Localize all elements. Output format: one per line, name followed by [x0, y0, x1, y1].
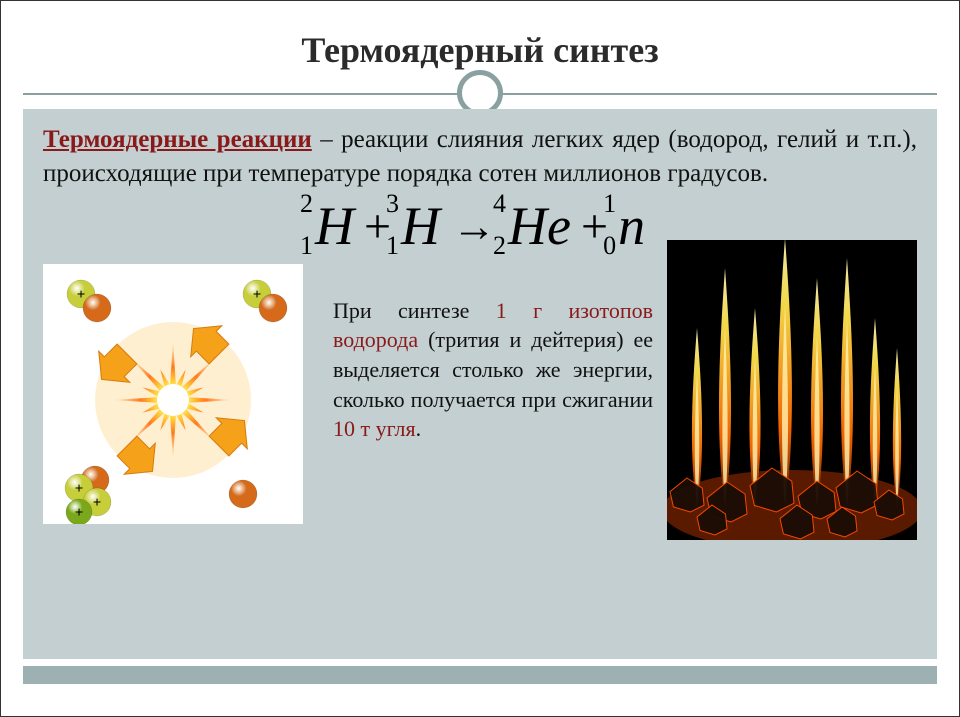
element-symbol: H: [315, 196, 354, 256]
title-divider: [23, 81, 937, 105]
mass-number: 2: [293, 189, 315, 219]
text-segment: .: [416, 416, 422, 441]
element-symbol: n: [618, 196, 645, 256]
atomic-number: 2: [486, 231, 508, 261]
element-symbol: He: [508, 196, 571, 256]
element-symbol: H: [401, 196, 440, 256]
atomic-number: 1: [379, 231, 401, 261]
fusion-illustration-icon: + + + + +: [43, 264, 303, 524]
nuclide-helium: 4 2 He: [508, 199, 571, 253]
fusion-diagram: + + + + +: [43, 264, 303, 524]
svg-text:+: +: [75, 505, 84, 521]
footer-accent-bar: [23, 666, 937, 684]
body-area: Термоядерные реакции – реакции слияния л…: [23, 109, 937, 659]
fire-image: [667, 240, 917, 540]
energy-comparison-paragraph: При синтезе 1 г изотопов водорода (трити…: [333, 296, 653, 444]
burning-coal-icon: [667, 240, 917, 540]
lower-row: + + + + + При синтезе 1 г изотопов водорода …: [43, 264, 917, 574]
svg-text:+: +: [77, 287, 86, 303]
atomic-number: 0: [596, 231, 618, 261]
svg-text:+: +: [93, 495, 102, 511]
term-highlight: Термоядерные реакции: [43, 126, 312, 153]
mass-number: 3: [379, 189, 401, 219]
nuclide-deuterium: 2 1 H: [315, 199, 354, 253]
highlight-coal: 10 т угля: [333, 416, 416, 441]
slide-inner: Термоядерный синтез Термоядерные реакции…: [23, 17, 937, 700]
nuclide-tritium: 3 1 H: [401, 199, 440, 253]
atomic-number: 1: [293, 231, 315, 261]
definition-paragraph: Термоядерные реакции – реакции слияния л…: [43, 123, 917, 191]
svg-text:+: +: [253, 287, 262, 303]
svg-text:+: +: [75, 481, 84, 497]
mass-number: 4: [486, 189, 508, 219]
mass-number: 1: [596, 189, 618, 219]
text-segment: При синтезе: [333, 298, 496, 323]
nuclide-neutron: 1 0 n: [618, 199, 645, 253]
slide: Термоядерный синтез Термоядерные реакции…: [0, 0, 960, 717]
